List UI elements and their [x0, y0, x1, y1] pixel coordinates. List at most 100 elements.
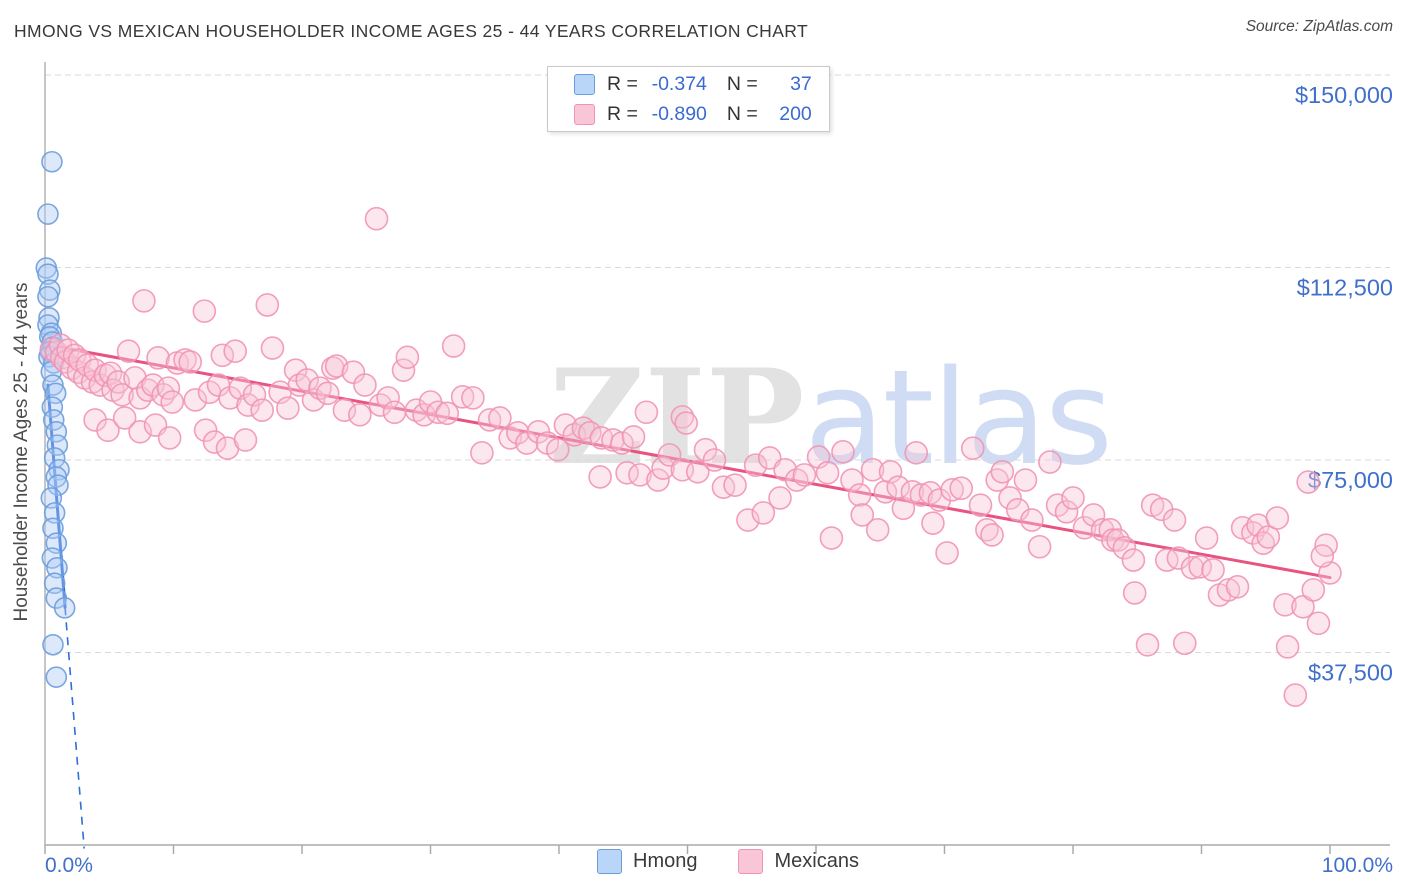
hmong-data-point [37, 285, 59, 308]
mexicans-data-point [571, 416, 596, 440]
y-tick-label: $75,000 [1308, 467, 1393, 493]
hmong-r-value: -0.374 [651, 72, 707, 95]
x-max-label: 100.0% [1322, 854, 1393, 877]
mexicans-data-point [426, 400, 451, 425]
mexicans-data-point [1101, 528, 1125, 552]
y-axis-title: Householder Income Ages 25 - 44 years [11, 282, 32, 622]
n-label: N = [726, 102, 758, 125]
mexicans-data-point [250, 398, 274, 423]
mexicans-data-point [545, 437, 570, 462]
mexicans-data-point [909, 483, 934, 507]
mexicans-data-point [610, 431, 634, 455]
mexicans-data-point [921, 511, 945, 535]
mexicans-data-point [736, 508, 760, 532]
r-label: R = [607, 102, 638, 125]
mexicans-data-point [1273, 592, 1297, 617]
mexicans-data-point [382, 400, 407, 425]
page-title: HMONG VS MEXICAN HOUSEHOLDER INCOME AGES… [14, 21, 809, 41]
mexicans-data-point [1306, 611, 1331, 636]
hmong-data-point [45, 666, 68, 688]
mexicans-legend-swatch-icon [738, 849, 764, 874]
mexicans-swatch-icon [574, 103, 595, 125]
mexicans-data-point [376, 386, 400, 410]
mexicans-data-point [353, 373, 377, 397]
mexicans-data-point [1310, 544, 1335, 568]
mexicans-data-point [553, 413, 578, 437]
mexicans-data-point [998, 486, 1022, 510]
mexicans-data-point [935, 541, 959, 565]
mexicans-data-point [768, 486, 792, 510]
mexicans-data-point [1301, 578, 1326, 602]
mexicans-data-point [128, 419, 152, 444]
hmong-data-point [37, 263, 59, 285]
mexicans-data-point [1020, 508, 1044, 532]
y-tick-label: $37,500 [1308, 660, 1393, 686]
mexicans-data-point [112, 406, 137, 430]
x-min-label: 0.0% [45, 854, 93, 877]
mexicans-data-point [940, 477, 965, 502]
mexicans-data-point [192, 299, 217, 323]
mexicans-data-point [132, 289, 156, 313]
mexicans-data-point [1121, 548, 1146, 572]
mexicans-data-point [1172, 631, 1197, 656]
hmong-data-point [46, 434, 69, 456]
mexicans-data-point [960, 436, 985, 460]
hmong-legend-label: Hmong [633, 850, 698, 872]
hmong-data-point [43, 447, 66, 469]
mexicans-data-point [1225, 574, 1250, 599]
mexicans-data-point [1072, 515, 1097, 540]
mexicans-data-point [1194, 526, 1219, 550]
mexicans-data-point [1256, 525, 1281, 549]
hmong-data-point [43, 502, 66, 524]
mexicans-data-point [1283, 683, 1308, 707]
mexicans-data-point [865, 518, 890, 542]
hmong-data-point [45, 466, 68, 488]
series-legend: Hmong Mexicans [597, 849, 859, 874]
mexicans-data-point [461, 386, 485, 410]
mexicans-data-point [488, 406, 512, 430]
mexicans-data-point [990, 460, 1015, 484]
mexicans-data-point [276, 396, 300, 420]
mexicans-data-point [315, 381, 340, 406]
hmong-data-point [37, 203, 59, 225]
mexicans-n-value: 200 [779, 102, 812, 125]
mexicans-data-point [792, 463, 817, 487]
mexicans-data-point [1038, 450, 1062, 474]
mexicans-data-point [1027, 534, 1052, 559]
mexicans-data-point [412, 403, 436, 427]
hmong-swatch-icon [574, 73, 595, 95]
mexicans-data-point [634, 400, 659, 425]
mexicans-data-point [878, 460, 903, 484]
mexicans-data-point [621, 425, 646, 449]
mexicans-data-point [860, 457, 885, 482]
r-label: R = [607, 72, 638, 95]
mexicans-data-point [1265, 506, 1290, 530]
mexicans-data-point [255, 293, 280, 317]
mexicans-data-point [904, 441, 929, 465]
hmong-data-point [42, 374, 64, 396]
y-tick-label: $150,000 [1295, 82, 1393, 108]
mexicans-data-point [395, 345, 420, 370]
mexicans-data-point [1296, 470, 1320, 494]
n-label: N = [726, 72, 758, 95]
hmong-data-point [42, 633, 64, 656]
mexicans-data-point [332, 398, 357, 423]
mexicans-data-point [1054, 500, 1079, 524]
mexicans-data-point [96, 418, 120, 443]
source-attribution: Source: ZipAtlas.com [1245, 18, 1393, 35]
y-tick-label: $112,500 [1297, 275, 1393, 301]
legend-row-mexicans: R = -0.890 N = 200 [548, 102, 829, 127]
mexicans-data-point [233, 428, 258, 452]
mexicans-data-point [1061, 486, 1085, 510]
mexicans-data-point [160, 390, 185, 414]
mexicans-data-point [1135, 632, 1160, 657]
mexicans-data-point [223, 339, 247, 363]
mexicans-data-point [601, 428, 625, 452]
mexicans-data-point [588, 465, 612, 489]
mexicans-data-point [1106, 528, 1130, 552]
mexicans-data-point [156, 376, 181, 400]
mexicans-data-point [116, 339, 141, 363]
hmong-legend-swatch-icon [597, 849, 622, 874]
